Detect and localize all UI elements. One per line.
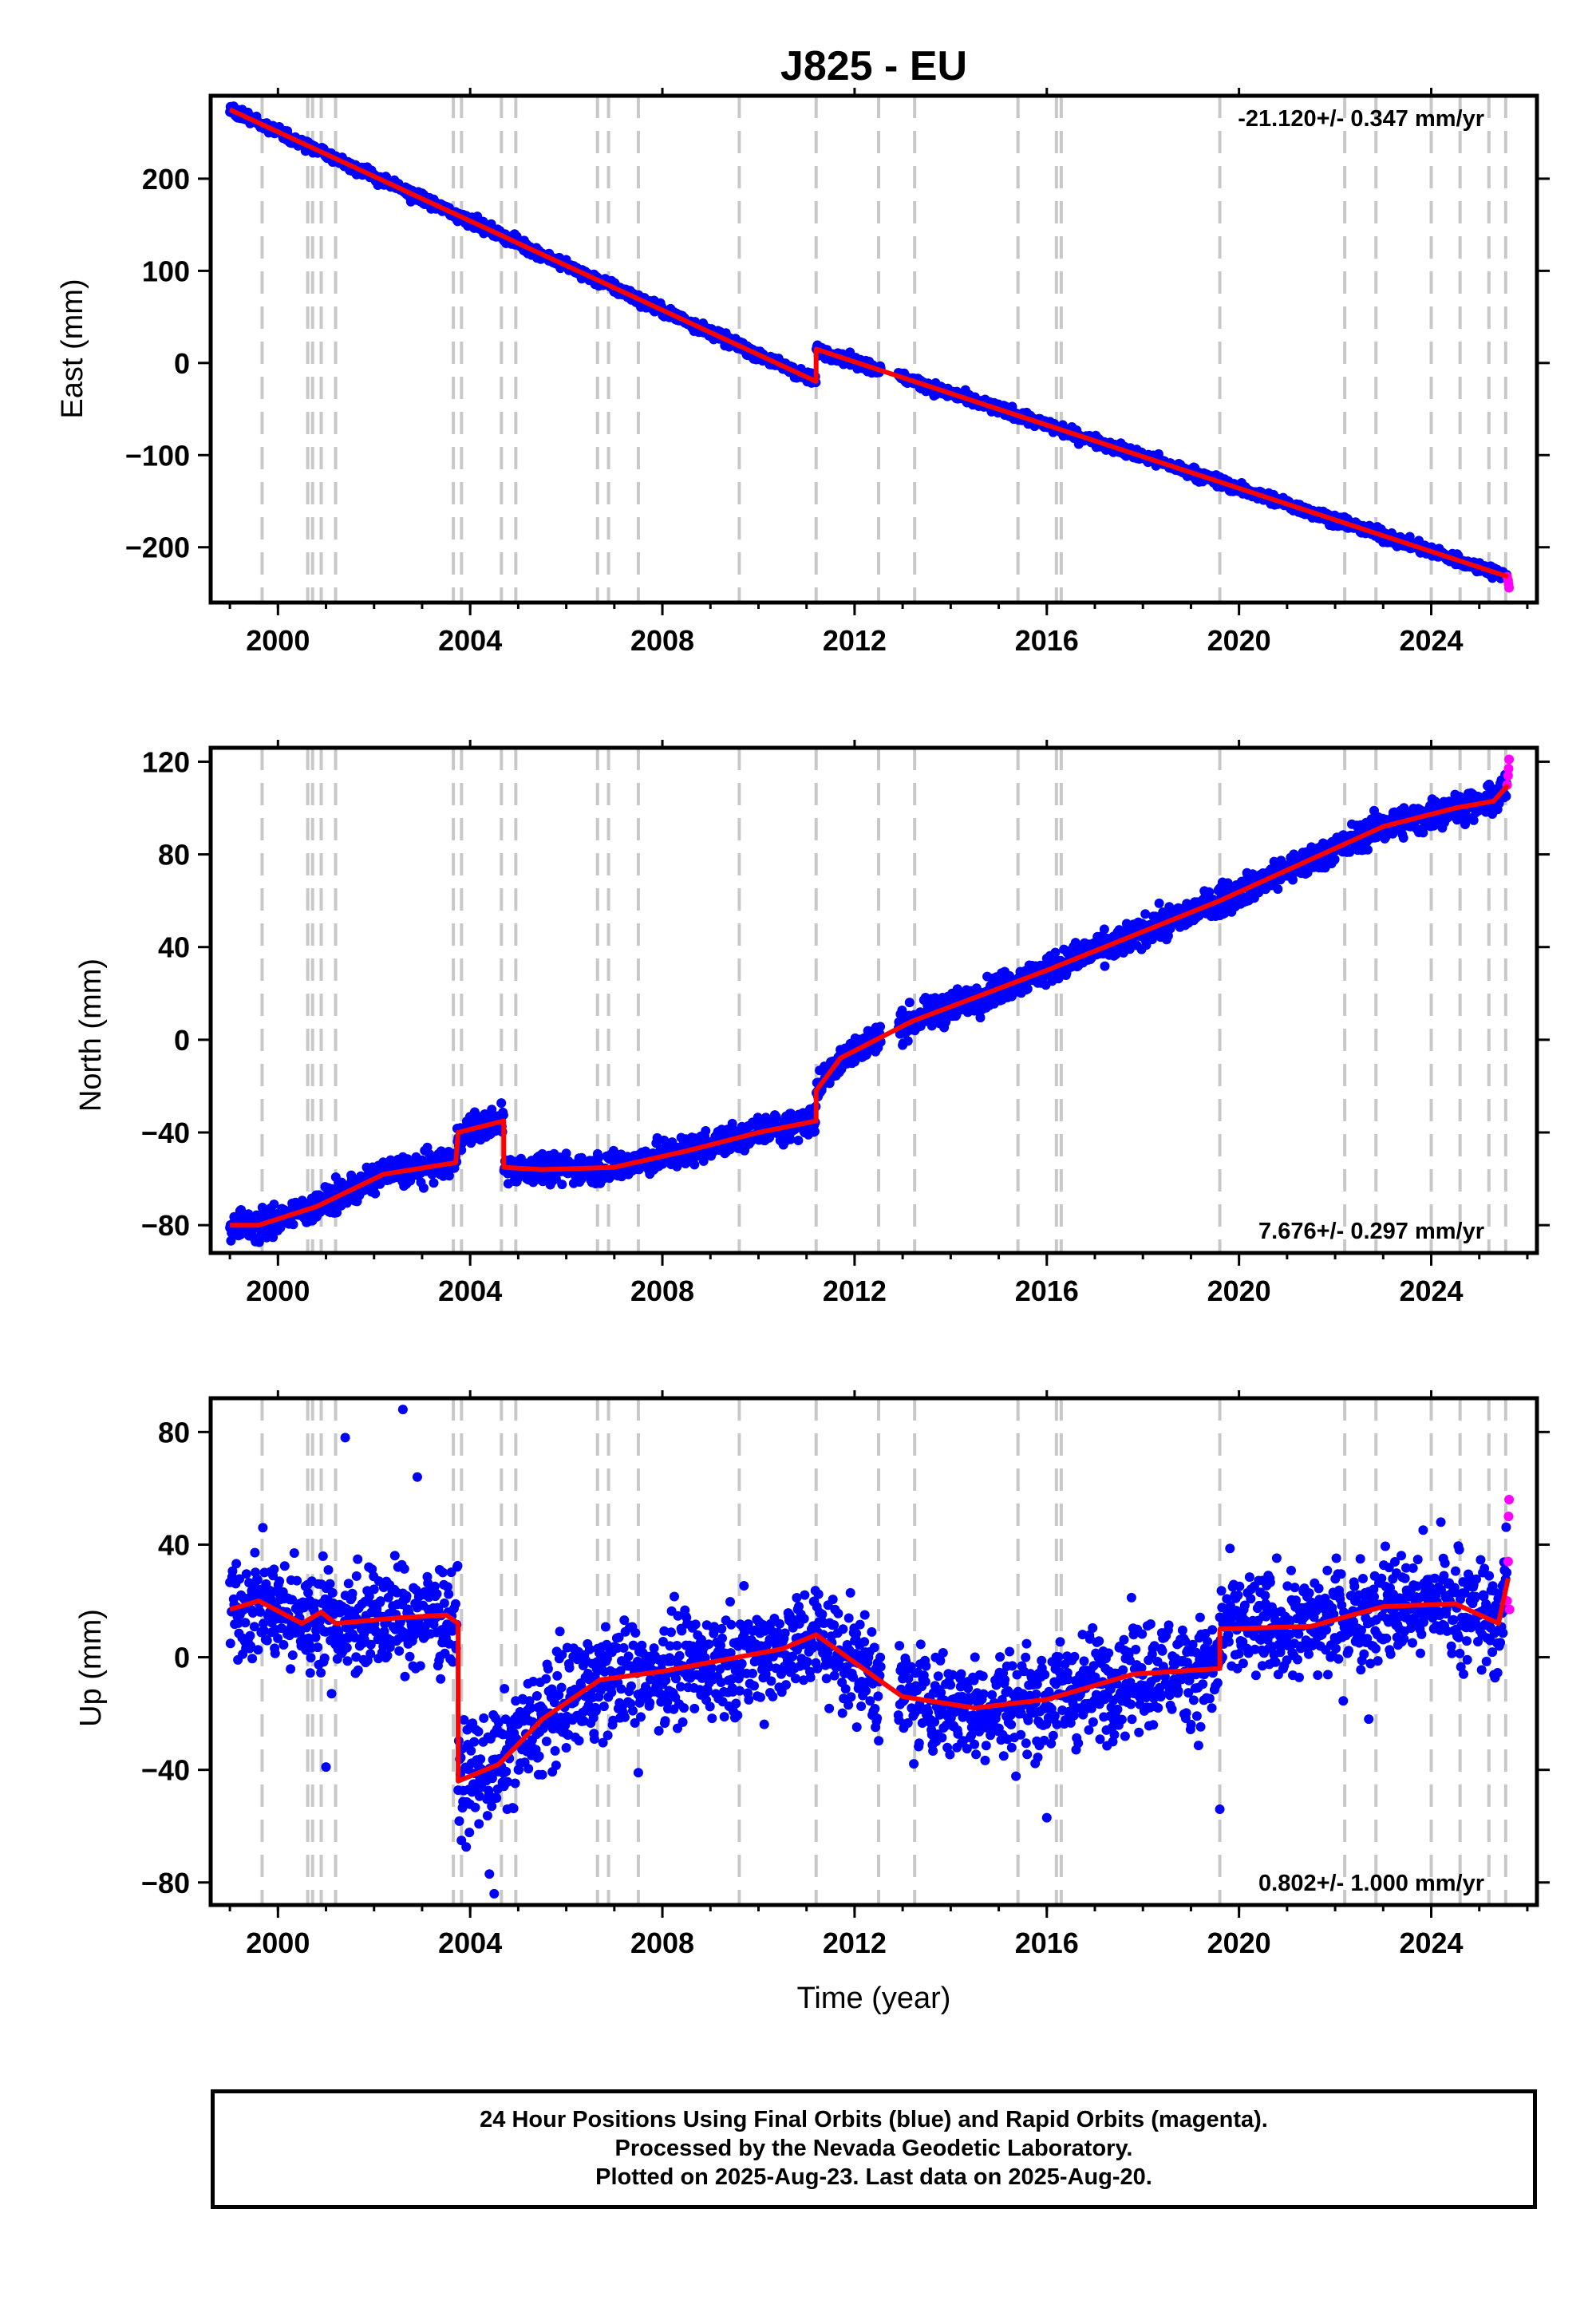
- velocity-label: 7.676+/- 0.297 mm/yr: [1258, 1219, 1484, 1244]
- position-point: [926, 1021, 937, 1031]
- east-panel: 2000 2004 2008 2012 2016 2020 2024 −200 −100 0 100…: [56, 88, 1550, 657]
- east-plot-area: 2000 2004 2008 2012 2016 2020 2024 −200 −100 0 100…: [125, 88, 1550, 657]
- final-orbit-points: [225, 769, 1512, 1247]
- position-point: [1154, 898, 1164, 908]
- position-point: [753, 1113, 763, 1123]
- position-point: [772, 1113, 781, 1123]
- position-point: [1007, 401, 1017, 412]
- position-point: [225, 1638, 235, 1649]
- x-tick-label: 2024: [1399, 1275, 1463, 1307]
- position-point: [557, 1180, 567, 1190]
- y-tick-label: 100: [142, 255, 190, 287]
- position-point: [1204, 887, 1215, 897]
- position-point: [1468, 815, 1479, 825]
- x-tick-label: 2012: [823, 1275, 887, 1307]
- position-point: [1140, 909, 1151, 919]
- position-point: [288, 1219, 298, 1230]
- position-point: [1329, 854, 1340, 864]
- position-point: [1398, 832, 1408, 843]
- position-point: [875, 1022, 886, 1032]
- position-point: [1050, 947, 1061, 958]
- x-tick-label: 2008: [630, 1275, 694, 1307]
- y-tick-label: −200: [125, 532, 190, 564]
- y-tick-label: 40: [158, 931, 190, 964]
- position-point: [231, 1559, 242, 1569]
- position-point: [793, 1136, 804, 1145]
- position-point: [904, 998, 915, 1008]
- position-point: [1363, 844, 1373, 855]
- position-point: [785, 1134, 796, 1144]
- y-tick-label: −40: [141, 1117, 190, 1149]
- position-point: [418, 1183, 429, 1193]
- position-point: [1288, 875, 1298, 885]
- x-tick-label: 2008: [630, 624, 694, 657]
- position-point: [975, 1013, 986, 1023]
- north-panel: 2000 2004 2008 2012 2016 2020 2024 −80 −40 0 40 80 1…: [74, 740, 1550, 1307]
- final-orbit-points: [225, 101, 1512, 583]
- position-point: [496, 1098, 507, 1109]
- plot-frame: [208, 93, 1539, 605]
- rapid-point: [1503, 764, 1514, 774]
- figure-title: J825 - EU: [780, 43, 967, 89]
- position-point: [561, 1148, 571, 1159]
- x-tick-label: 2020: [1207, 1275, 1271, 1307]
- east-axis-label: East (mm): [56, 279, 89, 418]
- position-point: [1099, 924, 1109, 935]
- position-point: [235, 1574, 245, 1584]
- north-plot-area: 2000 2004 2008 2012 2016 2020 2024 −80 −40 0 40 80 1…: [141, 740, 1550, 1307]
- y-tick-label: 0: [174, 347, 190, 380]
- plot-frame: [208, 745, 1539, 1255]
- x-tick-label: 2016: [1015, 624, 1079, 657]
- position-point: [701, 1126, 711, 1136]
- rapid-point: [1503, 770, 1513, 781]
- position-point: [725, 1144, 735, 1155]
- x-tick-label: 2004: [438, 1275, 502, 1307]
- position-point: [1100, 961, 1110, 971]
- x-tick-label: 2000: [246, 1275, 310, 1307]
- position-point: [370, 1188, 381, 1199]
- position-point: [269, 1199, 279, 1210]
- position-point: [332, 1207, 342, 1218]
- position-point: [689, 1160, 700, 1170]
- x-tick-label: 2004: [438, 624, 502, 657]
- position-point: [810, 1126, 820, 1136]
- north-axis-label: North (mm): [74, 958, 108, 1112]
- velocity-label: -21.120+/- 0.347 mm/yr: [1238, 106, 1484, 132]
- x-tick-label: 2020: [1207, 624, 1271, 657]
- rapid-point: [1504, 754, 1515, 765]
- x-tick-label: 2012: [823, 624, 887, 657]
- y-tick-label: 120: [142, 745, 190, 778]
- x-tick-label: 2024: [1399, 624, 1463, 657]
- y-tick-label: 200: [142, 163, 190, 196]
- rapid-point: [1504, 583, 1515, 593]
- position-point: [268, 1232, 279, 1243]
- position-point: [227, 1566, 238, 1576]
- up-panel: 2000 2004 2008 2012 2016 2020 2024−80−40040800…: [74, 1390, 1550, 1959]
- position-point: [498, 1110, 508, 1120]
- position-point: [233, 1618, 243, 1628]
- model-line: [228, 107, 1509, 579]
- x-tick-label: 2016: [1015, 1275, 1079, 1307]
- up-plot-area: 2000 2004 2008 2012 2016 2020 2024−80−40040800…: [141, 1390, 1550, 1959]
- position-point: [897, 1006, 907, 1015]
- final-orbit-points: [225, 1405, 1512, 1899]
- position-point: [1273, 884, 1283, 894]
- y-tick-label: −100: [125, 439, 190, 472]
- position-point: [1501, 791, 1511, 801]
- position-point: [429, 1178, 439, 1188]
- x-tick-label: 2000: [246, 624, 310, 657]
- y-tick-label: 0: [174, 1024, 190, 1057]
- y-tick-label: 80: [158, 839, 190, 871]
- position-point: [903, 1036, 913, 1046]
- position-point: [1163, 931, 1173, 941]
- position-point: [1022, 984, 1033, 994]
- position-point: [1418, 828, 1428, 838]
- position-point: [254, 1237, 264, 1247]
- y-tick-label: −80: [141, 1209, 190, 1242]
- model-line: [230, 783, 1511, 1228]
